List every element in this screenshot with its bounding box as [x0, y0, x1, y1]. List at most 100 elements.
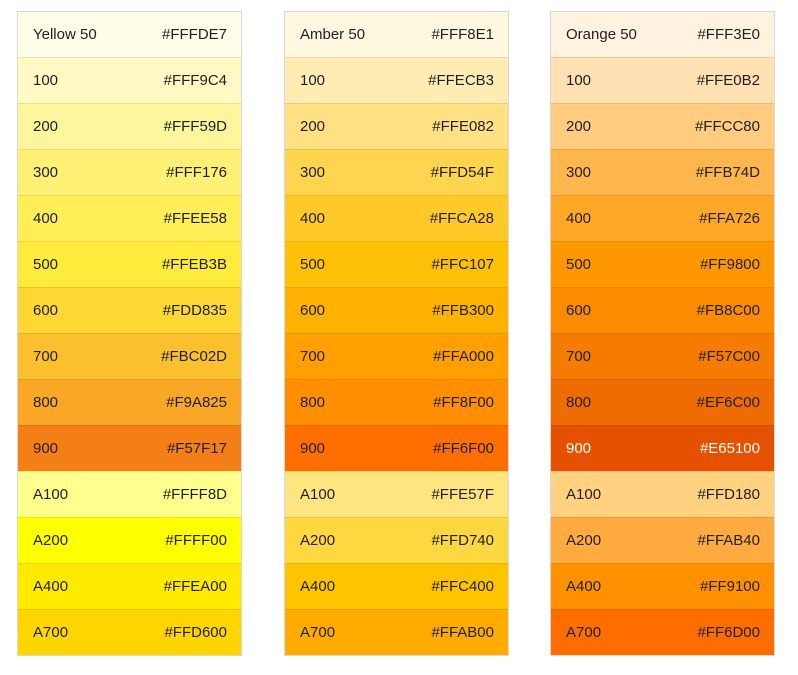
swatch-row[interactable]: Amber 50 #FFF8E1 [285, 12, 508, 57]
swatch-row[interactable]: 200 #FFF59D [18, 103, 241, 149]
swatch-row[interactable]: A700 #FFD600 [18, 609, 241, 655]
swatch-hex-code: #FB8C00 [696, 302, 760, 319]
swatch-label: 300 [300, 164, 326, 181]
swatch-row[interactable]: 900 #FF6F00 [285, 425, 508, 471]
swatch-hex-code: #FFEE58 [163, 210, 227, 227]
swatch-hex-code: #EF6C00 [696, 394, 760, 411]
swatch-row[interactable]: 100 #FFE0B2 [551, 57, 774, 103]
palette-orange: Orange 50 #FFF3E0 100 #FFE0B2 200 #FFCC80 300 #… [550, 11, 775, 656]
swatch-row[interactable]: 800 #FF8F00 [285, 379, 508, 425]
swatch-row[interactable]: 100 #FFF9C4 [18, 57, 241, 103]
swatch-hex-code: #E65100 [699, 440, 760, 457]
swatch-hex-code: #FFD600 [164, 624, 227, 641]
swatch-label: A100 [566, 486, 602, 503]
swatch-row[interactable]: 700 #FFA000 [285, 333, 508, 379]
swatch-label: 100 [566, 72, 592, 89]
swatch-row[interactable]: A400 #FFC400 [285, 563, 508, 609]
swatch-row[interactable]: 100 #FFECB3 [285, 57, 508, 103]
swatch-row[interactable]: 800 #EF6C00 [551, 379, 774, 425]
swatch-hex-code: #FFE0B2 [696, 72, 760, 89]
swatch-label: 600 [33, 302, 59, 319]
swatch-label: Amber 50 [300, 26, 366, 43]
swatch-hex-code: #FFFF8D [162, 486, 227, 503]
swatch-label: 600 [566, 302, 592, 319]
swatch-label: A200 [300, 532, 336, 549]
swatch-label: 200 [566, 118, 592, 135]
swatch-label: 500 [33, 256, 59, 273]
swatch-row[interactable]: 300 #FFF176 [18, 149, 241, 195]
swatch-row[interactable]: A100 #FFFF8D [18, 471, 241, 517]
swatch-label: 200 [33, 118, 59, 135]
swatch-row[interactable]: 800 #F9A825 [18, 379, 241, 425]
swatch-label: A700 [300, 624, 336, 641]
swatch-row[interactable]: 300 #FFB74D [551, 149, 774, 195]
swatch-hex-code: #F57C00 [698, 348, 760, 365]
swatch-hex-code: #FFF3E0 [697, 26, 760, 43]
swatch-hex-code: #FFAB40 [697, 532, 760, 549]
swatch-hex-code: #FFB74D [695, 164, 760, 181]
swatch-row[interactable]: A700 #FFAB00 [285, 609, 508, 655]
swatch-hex-code: #FFF59D [163, 118, 227, 135]
swatch-hex-code: #FFA000 [433, 348, 494, 365]
swatch-label: A400 [300, 578, 336, 595]
swatch-label: 100 [300, 72, 326, 89]
swatch-row[interactable]: 500 #FFC107 [285, 241, 508, 287]
swatch-label: A400 [566, 578, 602, 595]
swatch-hex-code: #F57F17 [166, 440, 227, 457]
swatch-label: Orange 50 [566, 26, 637, 43]
swatch-row[interactable]: A200 #FFAB40 [551, 517, 774, 563]
swatch-row[interactable]: A200 #FFD740 [285, 517, 508, 563]
swatch-row[interactable]: 400 #FFA726 [551, 195, 774, 241]
swatch-hex-code: #F9A825 [166, 394, 227, 411]
swatch-label: 900 [33, 440, 59, 457]
swatch-label: 800 [33, 394, 59, 411]
swatch-label: 600 [300, 302, 326, 319]
swatch-row[interactable]: A100 #FFE57F [285, 471, 508, 517]
palette-yellow: Yellow 50 #FFFDE7 100 #FFF9C4 200 #FFF59D 300 #… [17, 11, 242, 656]
swatch-row[interactable]: 600 #FDD835 [18, 287, 241, 333]
swatch-label: 700 [300, 348, 326, 365]
swatch-label: 400 [566, 210, 592, 227]
swatch-hex-code: #FF8F00 [433, 394, 494, 411]
swatch-hex-code: #FFE57F [431, 486, 494, 503]
swatch-label: A200 [33, 532, 69, 549]
swatch-row[interactable]: 600 #FB8C00 [551, 287, 774, 333]
swatch-hex-code: #FFEA00 [163, 578, 227, 595]
swatch-row[interactable]: 600 #FFB300 [285, 287, 508, 333]
swatch-row[interactable]: A700 #FF6D00 [551, 609, 774, 655]
swatch-hex-code: #FFEB3B [161, 256, 227, 273]
swatch-hex-code: #FFFDE7 [161, 26, 227, 43]
swatch-row[interactable]: 500 #FFEB3B [18, 241, 241, 287]
swatch-hex-code: #FDD835 [162, 302, 227, 319]
swatch-row[interactable]: 200 #FFE082 [285, 103, 508, 149]
swatch-label: 900 [300, 440, 326, 457]
swatch-hex-code: #FF6F00 [433, 440, 494, 457]
swatch-row[interactable]: A400 #FFEA00 [18, 563, 241, 609]
swatch-row[interactable]: Yellow 50 #FFFDE7 [18, 12, 241, 57]
swatch-label: 800 [300, 394, 326, 411]
swatch-hex-code: #FFC400 [431, 578, 494, 595]
swatch-row[interactable]: A400 #FF9100 [551, 563, 774, 609]
swatch-row[interactable]: 300 #FFD54F [285, 149, 508, 195]
swatch-label: 400 [300, 210, 326, 227]
swatch-label: 500 [300, 256, 326, 273]
swatch-hex-code: #FFB300 [432, 302, 494, 319]
swatch-row[interactable]: 900 #F57F17 [18, 425, 241, 471]
swatch-hex-code: #FFFF00 [165, 532, 227, 549]
swatch-hex-code: #FFD740 [431, 532, 494, 549]
swatch-row[interactable]: A100 #FFD180 [551, 471, 774, 517]
swatch-hex-code: #FFA726 [699, 210, 760, 227]
swatch-row[interactable]: 700 #F57C00 [551, 333, 774, 379]
swatch-hex-code: #FF9100 [699, 578, 760, 595]
swatch-row[interactable]: 400 #FFCA28 [285, 195, 508, 241]
swatch-row[interactable]: 500 #FF9800 [551, 241, 774, 287]
swatch-row[interactable]: 400 #FFEE58 [18, 195, 241, 241]
swatch-row[interactable]: 900 #E65100 [551, 425, 774, 471]
swatch-label: 300 [566, 164, 592, 181]
swatch-hex-code: #FFD54F [430, 164, 494, 181]
swatch-row[interactable]: 700 #FBC02D [18, 333, 241, 379]
swatch-row[interactable]: A200 #FFFF00 [18, 517, 241, 563]
swatch-hex-code: #FFF8E1 [431, 26, 494, 43]
swatch-row[interactable]: 200 #FFCC80 [551, 103, 774, 149]
swatch-row[interactable]: Orange 50 #FFF3E0 [551, 12, 774, 57]
